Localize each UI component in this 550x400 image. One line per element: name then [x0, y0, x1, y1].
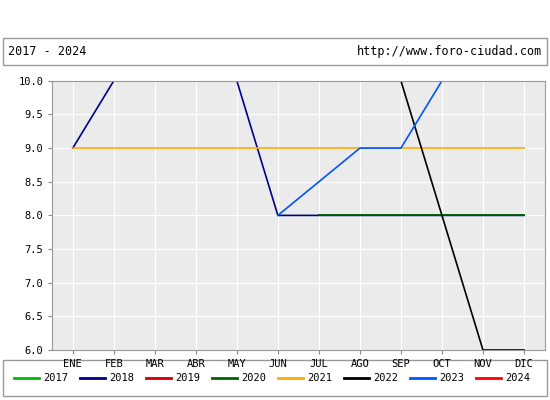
Text: 2018: 2018: [109, 373, 134, 383]
Text: Evolucion num de emigrantes en Arres: Evolucion num de emigrantes en Arres: [119, 11, 431, 26]
Text: 2017: 2017: [43, 373, 68, 383]
Text: 2020: 2020: [241, 373, 266, 383]
Text: 2023: 2023: [439, 373, 464, 383]
Text: 2019: 2019: [175, 373, 200, 383]
Text: 2017 - 2024: 2017 - 2024: [8, 45, 87, 58]
Text: 2021: 2021: [307, 373, 332, 383]
Text: 2022: 2022: [373, 373, 398, 383]
Text: http://www.foro-ciudad.com: http://www.foro-ciudad.com: [356, 45, 542, 58]
Text: 2024: 2024: [505, 373, 530, 383]
